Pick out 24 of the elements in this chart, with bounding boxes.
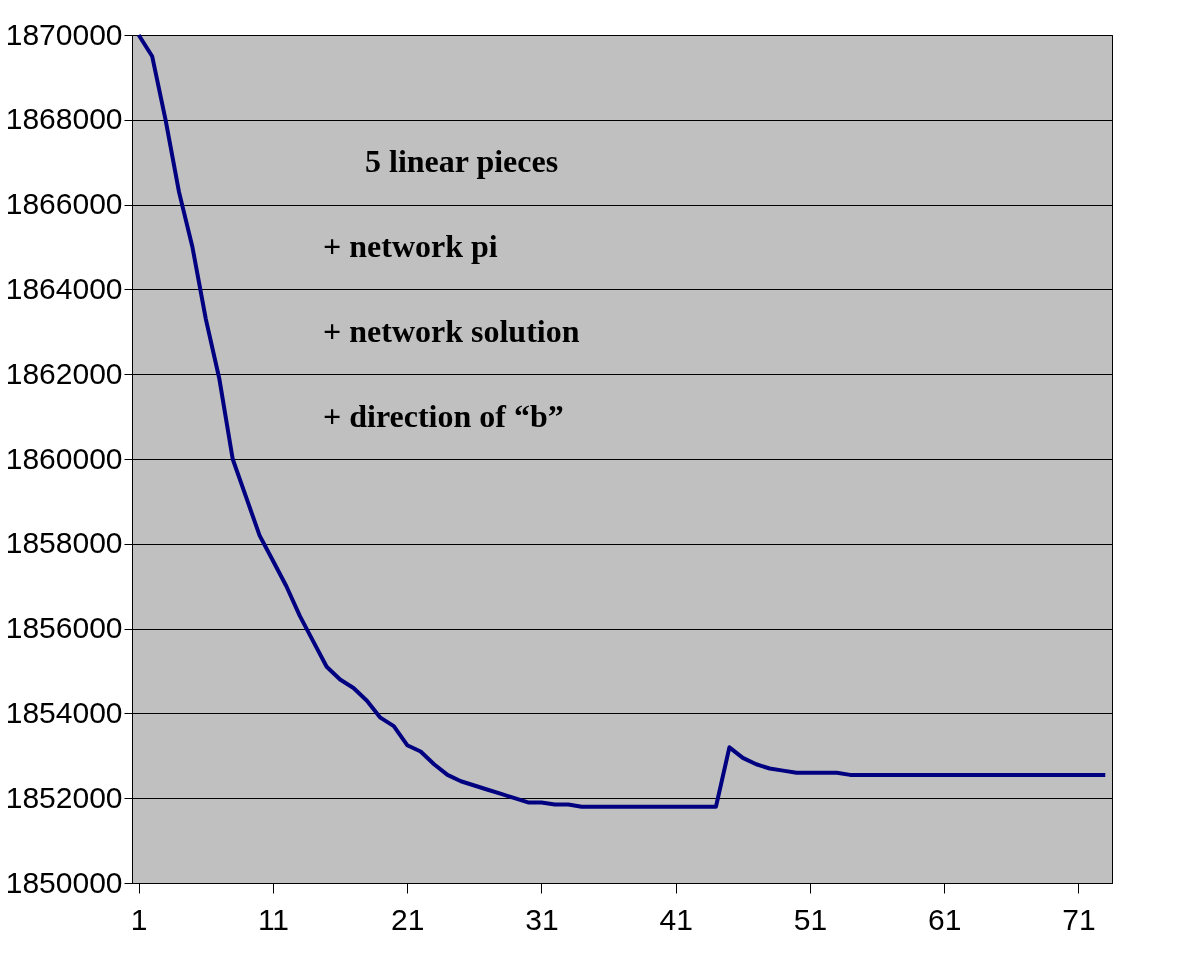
y-tick-label: 1870000	[5, 17, 123, 51]
y-tick-label: 1864000	[5, 271, 123, 305]
y-tick-label: 1856000	[5, 611, 123, 645]
line-series	[136, 33, 1108, 809]
x-tick-label: 71	[1062, 902, 1096, 936]
x-tick-label: 61	[928, 902, 962, 936]
y-tick-label: 1854000	[5, 695, 123, 729]
x-tick-label: 1	[130, 902, 148, 936]
x-tick-label: 31	[525, 902, 559, 936]
x-tick-label: 41	[659, 902, 693, 936]
y-tick-label: 1866000	[5, 187, 123, 221]
y-tick-label: 1862000	[5, 356, 123, 390]
annotation: + network solution	[323, 312, 580, 349]
y-tick-label: 1850000	[5, 865, 123, 899]
x-tick-label: 11	[257, 902, 290, 936]
y-tick-label: 1868000	[5, 102, 123, 136]
y-tick-label: 1858000	[5, 526, 123, 560]
y-tick-label: 1860000	[5, 441, 123, 475]
y-tick-label: 1852000	[5, 780, 123, 814]
annotation: + network pi	[323, 228, 498, 264]
x-tick-label: 51	[793, 902, 828, 936]
x-tick-label: 21	[391, 902, 425, 936]
annotation: 5 linear pieces	[365, 143, 559, 180]
annotation: + direction of “b”	[323, 397, 564, 434]
